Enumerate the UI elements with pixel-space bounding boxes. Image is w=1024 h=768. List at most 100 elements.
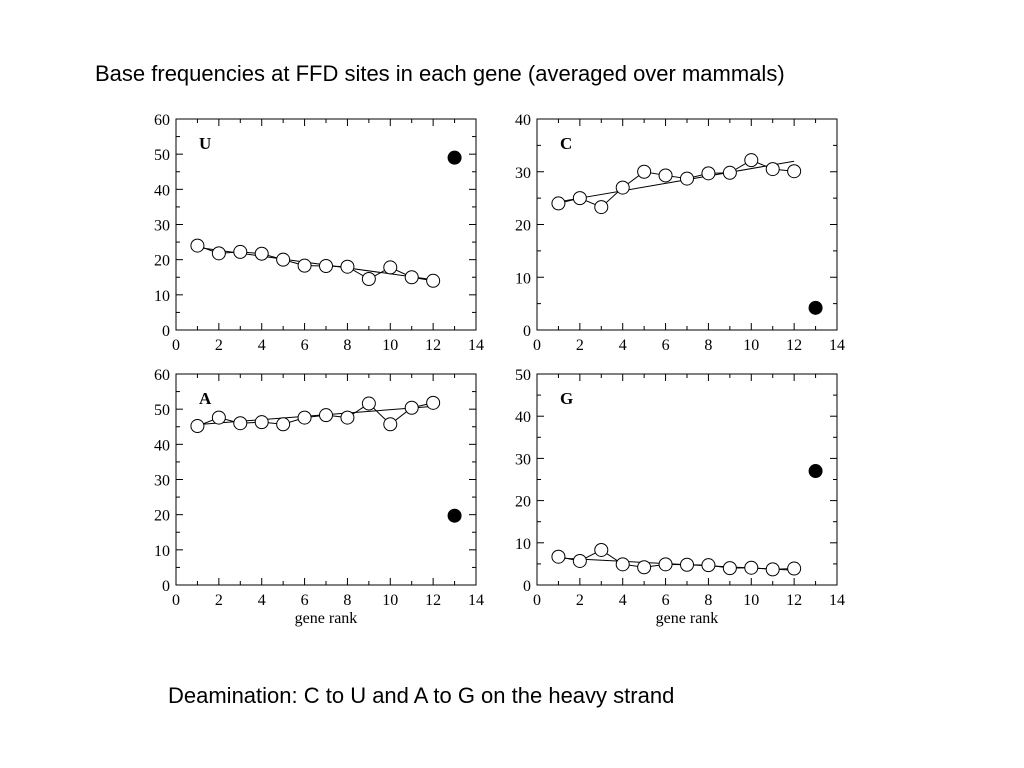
- y-tick-label: 20: [515, 218, 531, 235]
- data-point: [594, 542, 609, 557]
- filled-data-point: [808, 300, 823, 315]
- x-axis-label: gene rank: [656, 610, 719, 627]
- y-tick-label: 10: [154, 288, 170, 305]
- y-tick-label: 30: [154, 473, 170, 490]
- x-axis-label: gene rank: [295, 610, 358, 627]
- x-tick-label: 6: [662, 592, 670, 609]
- data-point: [701, 166, 716, 181]
- plot-frame: [536, 373, 838, 586]
- y-tick-label: 0: [162, 578, 170, 595]
- slide-title: Base frequencies at FFD sites in each ge…: [95, 61, 785, 86]
- x-tick-label: 14: [468, 592, 484, 609]
- panel-label: C: [560, 134, 572, 153]
- y-tick-label: 60: [154, 112, 170, 129]
- y-tick-label: 60: [154, 367, 170, 384]
- y-tick-label: 20: [515, 494, 531, 511]
- x-tick-label: 0: [533, 592, 541, 609]
- data-point: [615, 557, 630, 572]
- data-point: [190, 238, 205, 253]
- data-point: [211, 410, 226, 425]
- data-point: [361, 272, 376, 287]
- data-point: [383, 260, 398, 275]
- panel-label: A: [199, 389, 212, 408]
- plot-frame: [536, 118, 838, 331]
- y-tick-label: 20: [154, 253, 170, 270]
- y-tick-label: 0: [523, 578, 531, 595]
- data-point: [233, 416, 248, 431]
- y-tick-label: 10: [515, 270, 531, 287]
- data-point: [722, 165, 737, 180]
- trend-line: [558, 160, 795, 203]
- data-point: [572, 191, 587, 206]
- x-tick-label: 8: [704, 337, 712, 354]
- filled-data-point: [447, 150, 462, 165]
- y-tick-label: 50: [154, 402, 170, 419]
- x-tick-label: 6: [301, 337, 309, 354]
- x-tick-label: 12: [425, 592, 441, 609]
- data-point: [551, 549, 566, 564]
- data-point: [658, 557, 673, 572]
- y-tick-label: 0: [162, 323, 170, 340]
- x-tick-label: 4: [258, 337, 266, 354]
- x-tick-label: 4: [619, 337, 627, 354]
- panel-label: U: [199, 134, 211, 153]
- data-point: [319, 258, 333, 273]
- data-point: [637, 560, 652, 575]
- series-line: [197, 402, 434, 427]
- data-point: [680, 557, 694, 572]
- data-point: [276, 417, 291, 432]
- x-tick-label: 10: [743, 592, 759, 609]
- data-point: [658, 168, 673, 183]
- x-tick-label: 4: [619, 592, 627, 609]
- x-tick-label: 2: [576, 337, 584, 354]
- data-point: [426, 273, 441, 288]
- data-point: [340, 259, 355, 274]
- data-point: [594, 200, 609, 215]
- y-tick-label: 40: [154, 437, 170, 454]
- x-tick-label: 8: [343, 337, 351, 354]
- data-point: [276, 252, 291, 267]
- x-tick-label: 14: [468, 337, 484, 354]
- data-point: [551, 196, 566, 211]
- x-tick-label: 12: [786, 337, 802, 354]
- data-point: [297, 410, 312, 425]
- data-point: [340, 410, 355, 425]
- y-tick-label: 30: [515, 165, 531, 182]
- data-point: [254, 415, 269, 430]
- x-tick-label: 12: [425, 337, 441, 354]
- y-tick-label: 40: [515, 112, 531, 129]
- filled-data-point: [808, 464, 823, 479]
- x-tick-label: 2: [215, 592, 223, 609]
- x-tick-label: 8: [343, 592, 351, 609]
- x-tick-label: 14: [829, 592, 845, 609]
- data-point: [319, 408, 333, 423]
- chart-panel-c: 0 2 4 6 8 10 12 14 0 10 20 30 40 C: [515, 112, 845, 354]
- x-tick-label: 0: [172, 592, 180, 609]
- y-tick-label: 10: [515, 536, 531, 553]
- data-point: [765, 162, 780, 177]
- data-point: [426, 395, 441, 410]
- x-tick-label: 2: [576, 592, 584, 609]
- data-point: [680, 171, 694, 186]
- data-point: [722, 561, 737, 576]
- data-point: [787, 561, 802, 576]
- data-point: [383, 417, 398, 432]
- chart-panel-u: 0 2 4 6 8 10 12 14 0 10 20 30 40 50 60 U: [154, 112, 484, 354]
- data-point: [765, 562, 780, 577]
- y-tick-label: 40: [515, 409, 531, 426]
- data-point: [701, 558, 716, 573]
- x-tick-label: 2: [215, 337, 223, 354]
- data-point: [787, 164, 802, 179]
- y-tick-label: 30: [154, 218, 170, 235]
- y-tick-label: 50: [154, 147, 170, 164]
- y-tick-label: 0: [523, 323, 531, 340]
- slide-caption: Deamination: C to U and A to G on the he…: [168, 683, 675, 708]
- data-point: [361, 396, 376, 411]
- y-tick-label: 30: [515, 451, 531, 468]
- x-tick-label: 0: [172, 337, 180, 354]
- data-point: [404, 400, 419, 415]
- x-tick-label: 8: [704, 592, 712, 609]
- data-point: [744, 153, 759, 168]
